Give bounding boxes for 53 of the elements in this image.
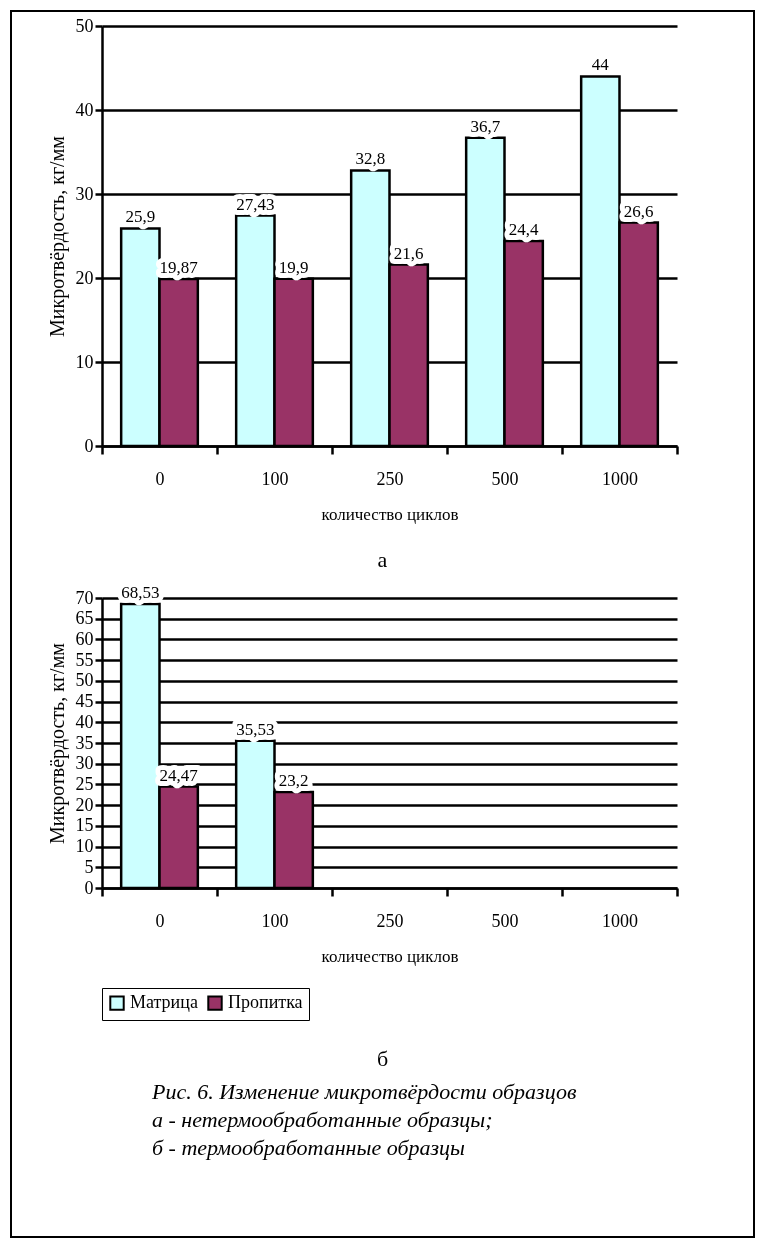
data-label: 44: [591, 55, 610, 75]
legend-label: Матрица: [130, 992, 198, 1013]
data-label: 27,43: [236, 194, 275, 214]
data-label: 19,9: [278, 257, 309, 277]
y-tick-label: 60: [75, 628, 94, 649]
x-tick-label: 500: [491, 468, 519, 489]
legend-label: Пропитка: [228, 992, 303, 1013]
y-tick-label: 10: [75, 836, 94, 857]
y-tick-label: 55: [75, 649, 94, 670]
y-axis-title: Микротвёрдость, кг/мм: [45, 642, 69, 844]
x-tick-label: 100: [261, 910, 289, 931]
x-axis-title: количество циклов: [321, 504, 459, 524]
x-tick-label: 1000: [602, 468, 638, 489]
y-tick-label: 15: [75, 815, 94, 836]
y-tick-label: 20: [75, 794, 94, 815]
y-tick-label: 5: [84, 856, 94, 877]
y-axis-title: Микротвёрдость, кг/мм: [45, 135, 69, 337]
x-tick-label: 0: [155, 468, 165, 489]
x-tick-label: 0: [155, 910, 165, 931]
y-tick-label: 50: [75, 15, 94, 36]
data-label: 25,9: [125, 207, 156, 227]
y-tick-label: 0: [84, 877, 94, 898]
x-tick-label: 250: [376, 468, 404, 489]
data-label: 36,7: [470, 116, 501, 136]
y-tick-label: 10: [75, 351, 94, 372]
y-tick-label: 35: [75, 732, 94, 753]
y-tick-label: 30: [75, 753, 94, 774]
data-label: 26,6: [623, 201, 654, 221]
data-label: 32,8: [355, 149, 386, 169]
y-tick-label: 50: [75, 670, 94, 691]
y-tick-label: 20: [75, 267, 94, 288]
y-tick-label: 25: [75, 773, 94, 794]
text: б - термообработанные образцы: [152, 1134, 466, 1162]
y-tick-label: 70: [75, 587, 94, 608]
text: а: [376, 547, 389, 573]
text: Рис. 6. Изменение микротвёрдости образцов: [152, 1078, 578, 1106]
y-tick-label: 0: [84, 435, 94, 456]
y-tick-label: 45: [75, 691, 94, 712]
text: б: [375, 1046, 390, 1072]
data-label: 19,87: [159, 258, 199, 278]
x-tick-label: 100: [261, 468, 289, 489]
x-tick-label: 500: [491, 910, 519, 931]
y-tick-label: 65: [75, 608, 94, 629]
y-tick-label: 40: [75, 99, 94, 120]
text: а - нетермообработанные образцы;: [152, 1106, 494, 1134]
x-tick-label: 1000: [602, 910, 638, 931]
x-tick-label: 250: [376, 910, 404, 931]
data-label: 35,53: [236, 719, 275, 739]
data-label: 24,4: [508, 220, 540, 240]
y-tick-label: 40: [75, 711, 94, 732]
data-label: 21,6: [393, 243, 424, 263]
x-axis-title: количество циклов: [321, 946, 459, 966]
y-tick-label: 30: [75, 183, 94, 204]
